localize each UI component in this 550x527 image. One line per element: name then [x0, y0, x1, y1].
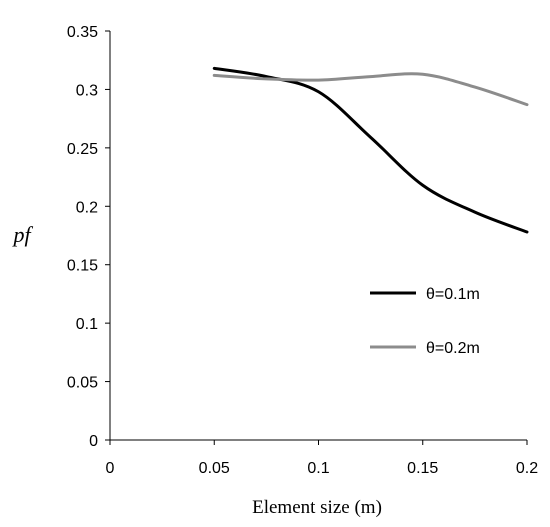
legend-label-1: θ=0.1m [426, 286, 480, 303]
legend: θ=0.1m θ=0.2m [370, 286, 480, 357]
x-tick-label: 0 [106, 460, 115, 477]
y-tick-label: 0.1 [76, 316, 98, 333]
x-tick-label: 0.15 [407, 460, 438, 477]
series-line-2 [212, 72, 529, 107]
y-tick-label: 0.05 [67, 375, 98, 392]
x-tick-label: 0.05 [199, 460, 230, 477]
y-tick-label: 0.15 [67, 258, 98, 275]
x-tick-label: 0.2 [516, 460, 538, 477]
x-axis-label: Element size (m) [252, 497, 382, 518]
y-tick-label: 0.3 [76, 82, 98, 99]
y-axis-label: pf [11, 222, 33, 247]
series-layer [212, 66, 529, 234]
x-tick-label: 0.1 [307, 460, 329, 477]
y-tick-label: 0.25 [67, 141, 98, 158]
axes: 0 0.05 0.1 0.15 0.2 0.25 0.3 0.35 0 0.05 0.1 0.15 0.… [67, 24, 538, 477]
series-line-1 [212, 66, 529, 234]
y-tick-label: 0 [89, 433, 98, 450]
legend-label-2: θ=0.2m [426, 340, 480, 357]
y-tick-label: 0.2 [76, 199, 98, 216]
y-tick-label: 0.35 [67, 24, 98, 41]
